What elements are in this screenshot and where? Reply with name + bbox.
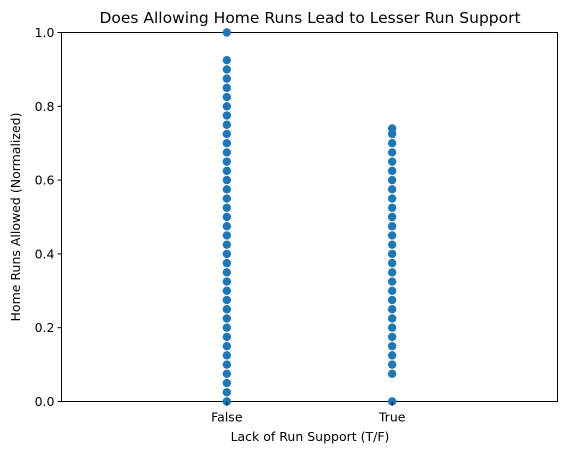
data-point-false-8 bbox=[222, 323, 232, 332]
data-point-true-5 bbox=[387, 332, 397, 342]
data-point-true-3 bbox=[387, 351, 397, 360]
data-point-false-22 bbox=[222, 194, 232, 203]
data-point-true-12 bbox=[387, 268, 397, 277]
data-point-false-24 bbox=[222, 175, 232, 185]
data-points bbox=[222, 28, 397, 406]
data-point-false-20 bbox=[222, 212, 232, 222]
data-point-true-13 bbox=[387, 258, 397, 268]
data-point-false-7 bbox=[222, 332, 232, 342]
data-point-true-20 bbox=[387, 194, 397, 203]
data-point-true-2 bbox=[387, 360, 397, 369]
data-point-true-17 bbox=[387, 222, 397, 231]
y-axis-label: Home Runs Allowed (Normalized) bbox=[8, 113, 23, 322]
data-point-true-9 bbox=[387, 295, 397, 305]
y-tick-label: 0.2 bbox=[35, 320, 55, 335]
data-point-true-14 bbox=[387, 249, 397, 259]
plot-frame bbox=[61, 32, 558, 402]
y-tick-label: 0.6 bbox=[35, 173, 55, 188]
data-point-false-5 bbox=[222, 351, 232, 360]
data-point-false-25 bbox=[222, 166, 232, 176]
data-point-false-16 bbox=[222, 249, 232, 259]
data-point-false-23 bbox=[222, 185, 232, 194]
data-point-true-4 bbox=[387, 341, 397, 351]
data-point-false-18 bbox=[222, 231, 232, 240]
data-point-false-32 bbox=[222, 102, 232, 111]
data-point-true-28 bbox=[387, 124, 397, 133]
y-tick-label: 0.8 bbox=[35, 99, 55, 114]
data-point-false-37 bbox=[222, 55, 232, 65]
data-point-false-1 bbox=[222, 388, 232, 397]
data-point-true-6 bbox=[387, 323, 397, 332]
data-point-false-11 bbox=[222, 295, 232, 305]
data-point-false-10 bbox=[222, 305, 232, 314]
data-point-true-15 bbox=[387, 240, 397, 249]
x-axis-ticks: False True bbox=[211, 401, 406, 425]
data-point-true-21 bbox=[387, 185, 397, 194]
data-point-true-18 bbox=[387, 212, 397, 222]
data-point-false-28 bbox=[222, 139, 232, 148]
data-point-false-19 bbox=[222, 222, 232, 231]
data-point-true-1 bbox=[387, 369, 397, 379]
data-point-true-24 bbox=[387, 157, 397, 166]
data-point-false-27 bbox=[222, 148, 232, 157]
data-point-false-3 bbox=[222, 369, 232, 379]
data-point-false-34 bbox=[222, 83, 232, 93]
data-point-true-25 bbox=[387, 148, 397, 157]
chart-title: Does Allowing Home Runs Lead to Lesser R… bbox=[99, 9, 520, 27]
data-point-true-11 bbox=[387, 277, 397, 286]
data-point-false-17 bbox=[222, 240, 232, 249]
data-point-true-22 bbox=[387, 175, 397, 185]
x-tick-label-false: False bbox=[211, 410, 243, 425]
data-point-false-4 bbox=[222, 360, 232, 369]
data-point-false-35 bbox=[222, 74, 232, 83]
data-point-false-2 bbox=[222, 378, 232, 388]
data-point-false-26 bbox=[222, 157, 232, 166]
data-point-false-29 bbox=[222, 129, 232, 139]
data-point-false-6 bbox=[222, 341, 232, 351]
y-tick-label: 0.4 bbox=[35, 246, 55, 261]
data-point-true-8 bbox=[387, 305, 397, 314]
data-point-false-30 bbox=[222, 120, 232, 129]
data-point-false-36 bbox=[222, 65, 232, 74]
data-point-true-23 bbox=[387, 166, 397, 176]
data-point-false-38 bbox=[222, 28, 232, 37]
x-tick-label-true: True bbox=[378, 410, 406, 425]
x-axis-label: Lack of Run Support (T/F) bbox=[231, 429, 390, 444]
data-point-true-19 bbox=[387, 203, 397, 212]
data-point-true-10 bbox=[387, 286, 397, 295]
data-point-false-14 bbox=[222, 268, 232, 277]
y-tick-label: 0.0 bbox=[35, 394, 55, 409]
data-point-false-21 bbox=[222, 203, 232, 212]
data-point-true-16 bbox=[387, 231, 397, 240]
data-point-false-33 bbox=[222, 92, 232, 102]
data-point-true-7 bbox=[387, 314, 397, 323]
plot-area: 0.0 0.2 0.4 0.6 0.8 1.0 False True bbox=[35, 25, 558, 425]
data-point-false-15 bbox=[222, 258, 232, 268]
data-point-false-12 bbox=[222, 286, 232, 295]
data-point-false-13 bbox=[222, 277, 232, 286]
data-point-false-31 bbox=[222, 111, 232, 120]
y-tick-label: 1.0 bbox=[35, 25, 55, 40]
data-point-true-26 bbox=[387, 139, 397, 148]
y-axis-ticks: 0.0 0.2 0.4 0.6 0.8 1.0 bbox=[35, 25, 62, 409]
data-point-false-9 bbox=[222, 314, 232, 323]
